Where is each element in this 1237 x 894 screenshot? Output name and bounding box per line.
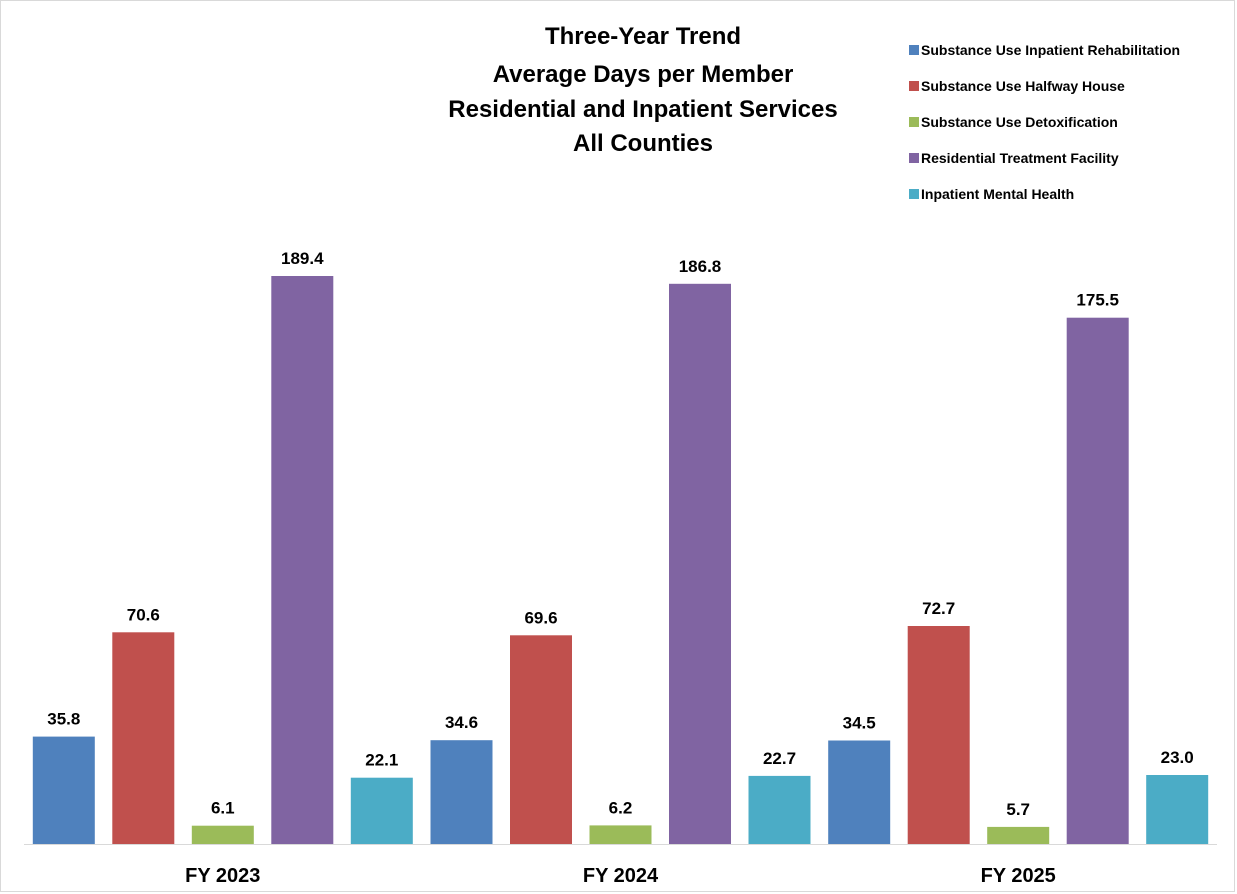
data-label-substance-use-halfway-house-fy-2024: 69.6 bbox=[524, 608, 557, 627]
data-label-inpatient-mental-health-fy-2023: 22.1 bbox=[365, 751, 398, 770]
bar-residential-treatment-facility-fy-2025 bbox=[1066, 317, 1129, 844]
data-labels-group: 35.8 70.6 6.1 189.4 22.1 34.6 69.6 6.2 186.8 22.7… bbox=[47, 249, 1193, 819]
bar-substance-use-inpatient-rehabilitation-fy-2023 bbox=[32, 736, 95, 844]
legend-label-substance-use-halfway-house: Substance Use Halfway House bbox=[921, 78, 1125, 94]
legend-label-inpatient-mental-health: Inpatient Mental Health bbox=[921, 186, 1074, 202]
bars-group bbox=[32, 276, 1209, 844]
legend-label-substance-use-detoxification: Substance Use Detoxification bbox=[921, 114, 1118, 130]
data-label-substance-use-halfway-house-fy-2025: 72.7 bbox=[922, 599, 955, 618]
data-label-substance-use-inpatient-rehabilitation-fy-2025: 34.5 bbox=[843, 714, 876, 733]
bar-substance-use-detoxification-fy-2024 bbox=[589, 825, 652, 844]
data-label-residential-treatment-facility-fy-2023: 189.4 bbox=[281, 249, 324, 268]
data-label-residential-treatment-facility-fy-2025: 175.5 bbox=[1076, 291, 1119, 310]
data-label-substance-use-detoxification-fy-2023: 6.1 bbox=[211, 799, 235, 818]
bar-inpatient-mental-health-fy-2023 bbox=[350, 777, 413, 844]
chart-title-line-4: All Counties bbox=[573, 130, 713, 157]
category-label-fy-2025: FY 2025 bbox=[981, 865, 1056, 887]
category-label-fy-2024: FY 2024 bbox=[583, 865, 659, 887]
category-labels-group: FY 2023 FY 2024 FY 2025 bbox=[185, 865, 1056, 887]
chart-title-line-2: Average Days per Member bbox=[493, 61, 794, 88]
bar-substance-use-inpatient-rehabilitation-fy-2024 bbox=[430, 740, 493, 844]
legend-label-residential-treatment-facility: Residential Treatment Facility bbox=[921, 150, 1119, 166]
legend-swatch-residential-treatment-facility bbox=[909, 153, 919, 163]
chart-title-line-3: Residential and Inpatient Services bbox=[448, 96, 837, 123]
bar-inpatient-mental-health-fy-2025 bbox=[1146, 775, 1209, 844]
bar-substance-use-halfway-house-fy-2023 bbox=[112, 632, 175, 844]
category-label-fy-2023: FY 2023 bbox=[185, 865, 260, 887]
data-label-substance-use-inpatient-rehabilitation-fy-2024: 34.6 bbox=[445, 713, 478, 732]
data-label-substance-use-halfway-house-fy-2023: 70.6 bbox=[127, 605, 160, 624]
data-label-residential-treatment-facility-fy-2024: 186.8 bbox=[679, 257, 722, 276]
bar-substance-use-halfway-house-fy-2025 bbox=[907, 626, 970, 844]
bar-residential-treatment-facility-fy-2023 bbox=[271, 276, 334, 844]
chart-title: Three-Year Trend Average Days per Member… bbox=[448, 23, 837, 157]
bar-residential-treatment-facility-fy-2024 bbox=[669, 283, 731, 844]
bar-substance-use-inpatient-rehabilitation-fy-2025 bbox=[828, 740, 891, 844]
legend-swatch-inpatient-mental-health bbox=[909, 189, 919, 199]
bar-inpatient-mental-health-fy-2024 bbox=[748, 775, 811, 844]
bar-substance-use-halfway-house-fy-2024 bbox=[510, 635, 572, 844]
data-label-substance-use-detoxification-fy-2025: 5.7 bbox=[1006, 800, 1030, 819]
chart-legend: Substance Use Inpatient Rehabilitation Su… bbox=[909, 42, 1180, 202]
legend-label-substance-use-inpatient-rehabilitation: Substance Use Inpatient Rehabilitation bbox=[921, 42, 1180, 58]
data-label-substance-use-inpatient-rehabilitation-fy-2023: 35.8 bbox=[47, 710, 80, 729]
legend-swatch-substance-use-halfway-house bbox=[909, 81, 919, 91]
bar-substance-use-detoxification-fy-2025 bbox=[987, 826, 1050, 844]
chart-title-line-1: Three-Year Trend bbox=[545, 23, 741, 50]
legend-swatch-substance-use-inpatient-rehabilitation bbox=[909, 45, 919, 55]
legend-swatch-substance-use-detoxification bbox=[909, 117, 919, 127]
data-label-inpatient-mental-health-fy-2024: 22.7 bbox=[763, 749, 796, 768]
bar-substance-use-detoxification-fy-2023 bbox=[191, 825, 254, 844]
data-label-inpatient-mental-health-fy-2025: 23.0 bbox=[1161, 748, 1194, 767]
data-label-substance-use-detoxification-fy-2024: 6.2 bbox=[609, 798, 633, 817]
